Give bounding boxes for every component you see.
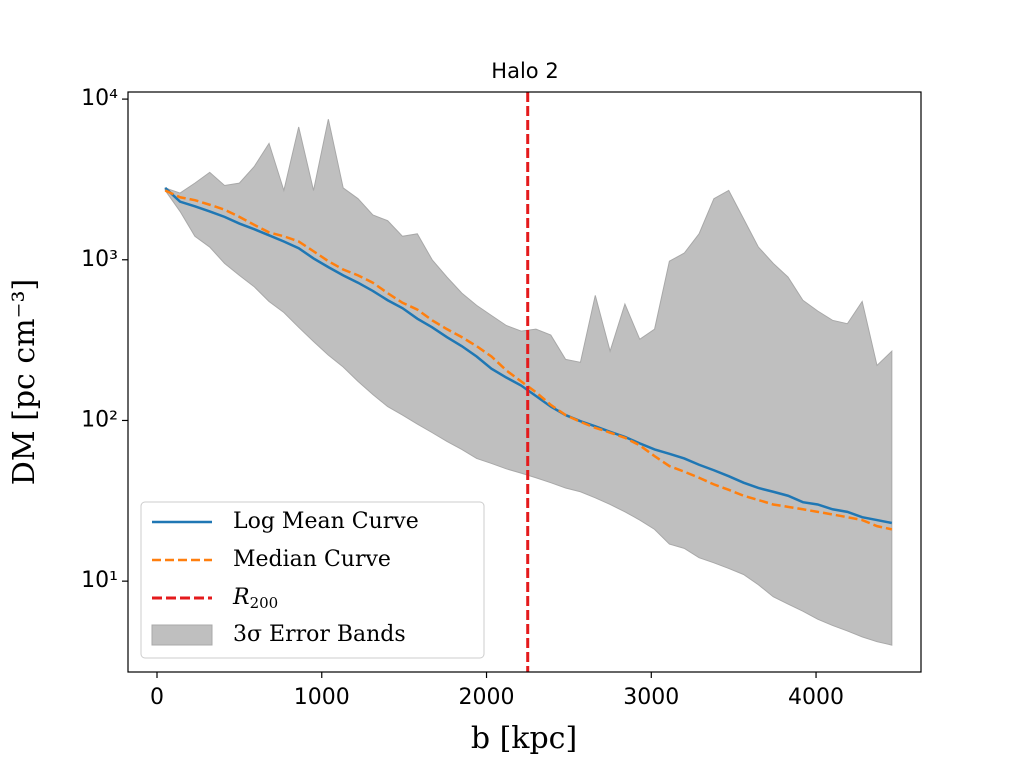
chart-title: Halo 2 <box>491 59 558 83</box>
x-tick-label: 3000 <box>623 685 679 710</box>
y-tick-label: 10³ <box>81 247 118 272</box>
legend-label: Median Curve <box>233 547 391 572</box>
plot-frame <box>127 91 922 673</box>
legend-label: Log Mean Curve <box>233 509 419 534</box>
legend-box <box>140 501 485 659</box>
legend-label-sub: 200 <box>250 594 279 612</box>
legend-label-main: R <box>232 585 250 610</box>
y-axis-label: DM [pc cm⁻³] <box>7 279 42 485</box>
y-tick-label: 10⁴ <box>81 86 118 111</box>
y-tick-label: 10¹ <box>81 568 118 593</box>
x-tick-label: 2000 <box>459 685 515 710</box>
x-axis-label: b [kpc] <box>471 721 577 756</box>
legend-swatch <box>151 624 213 646</box>
legend: Log Mean Curve Median Curve R200 3σ Error B… <box>140 501 485 659</box>
legend-label: R200 <box>232 585 278 612</box>
x-tick-label: 0 <box>150 685 164 710</box>
y-tick-label: 10² <box>81 407 118 432</box>
legend-label: 3σ Error Bands <box>233 622 406 647</box>
error-band <box>164 119 893 646</box>
x-tick-label: 1000 <box>294 685 350 710</box>
x-tick-label: 4000 <box>788 685 844 710</box>
